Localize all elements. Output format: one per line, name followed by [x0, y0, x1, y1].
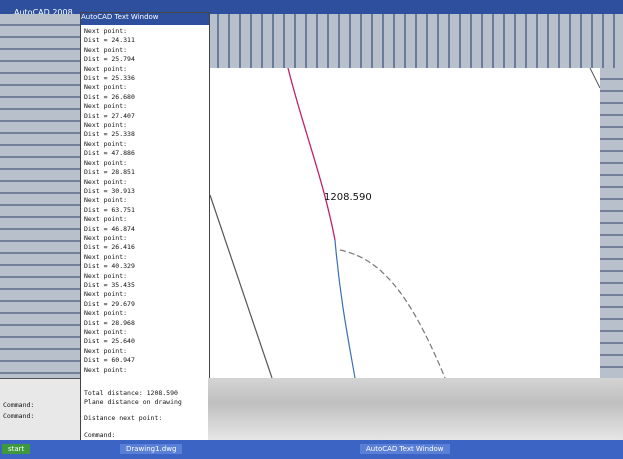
path-continuation — [334, 239, 356, 378]
log-line: Dist = 29.679 — [84, 299, 135, 308]
drawing-area: 1208.590 — [208, 68, 600, 378]
dashed-curve — [339, 249, 446, 378]
measured-path — [287, 68, 336, 241]
canvas — [208, 68, 600, 378]
log-line: Next point: — [84, 346, 128, 355]
left-toolbar[interactable] — [0, 14, 80, 378]
taskbar: start Drawing1.dwg AutoCAD Text Window — [0, 440, 623, 459]
log-line: Next point: — [84, 215, 128, 224]
command-line-2: Command: — [3, 412, 35, 421]
log-line: Dist = 60.947 — [84, 356, 135, 365]
plane-line: Plane distance on drawing — [84, 398, 182, 407]
log-line: Next point: — [84, 64, 128, 73]
log-line: Dist = 46.874 — [84, 224, 135, 233]
log-line: Next point: — [84, 158, 128, 167]
right-toolbar[interactable] — [600, 68, 623, 378]
start-button[interactable]: start — [2, 444, 31, 454]
task-item[interactable]: Drawing1.dwg — [120, 444, 183, 454]
edge-line — [589, 68, 600, 89]
log-line: Dist = 26.416 — [84, 243, 135, 252]
status-area — [208, 378, 623, 440]
log-line: Dist = 25.336 — [84, 74, 135, 83]
log-line: Next point: — [84, 252, 128, 261]
log-line: Dist = 28.968 — [84, 318, 135, 327]
task-item[interactable]: AutoCAD Text Window — [360, 444, 450, 454]
command-line-1: Command: — [3, 401, 35, 409]
log-line: Dist = 25.640 — [84, 337, 135, 346]
app-title: AutoCAD 2008 — [14, 8, 73, 17]
command-line[interactable]: Command: — [84, 431, 116, 440]
log-line: Next point: — [84, 177, 128, 186]
log-line: Next point: — [84, 365, 128, 374]
log-line: Dist = 30.913 — [84, 186, 135, 195]
prompt-line: Distance next point: — [84, 413, 163, 422]
log-line: Dist = 27.407 — [84, 111, 135, 120]
log-line: Next point: — [84, 271, 128, 280]
text-window: AutoCAD Text Window Next point: Dist = 24… — [80, 12, 210, 442]
log-line: Dist = 47.886 — [84, 149, 135, 158]
log-line: Dist = 40.329 — [84, 262, 135, 271]
log-line: Dist = 25.338 — [84, 130, 135, 139]
log-line: Next point: — [84, 121, 128, 130]
log-line: Dist = 28.851 — [84, 168, 135, 177]
total-line: Total distance: 1208.590 — [84, 389, 178, 397]
text-log: Next point: Dist = 24.311 Next point: Dist … — [81, 25, 209, 389]
log-line: Dist = 35.435 — [84, 280, 135, 289]
app-titlebar: AutoCAD 2008 — [0, 0, 623, 17]
log-line: Next point: — [84, 102, 128, 111]
log-line: Dist = 24.311 — [84, 36, 135, 45]
log-line: Next point: — [84, 45, 128, 54]
log-line: Next point: — [84, 233, 128, 242]
log-line: Dist = 25.794 — [84, 55, 135, 64]
edge-line — [209, 194, 273, 378]
log-line: Next point: — [84, 196, 128, 205]
distance-label: 1208.590 — [324, 192, 372, 203]
toolbars[interactable] — [208, 14, 623, 68]
log-line: Next point: — [84, 309, 128, 318]
log-line: Dist = 26.680 — [84, 92, 135, 101]
text-window-title: AutoCAD Text Window — [81, 13, 209, 25]
log-line: Next point: — [84, 27, 128, 35]
log-line: Next point: — [84, 328, 128, 336]
command-area[interactable]: Command: Command: — [0, 378, 80, 441]
log-line: Next point: — [84, 139, 128, 148]
log-line: Next point: — [84, 83, 128, 92]
log-line: Next point: — [84, 290, 128, 299]
log-line: Dist = 63.751 — [84, 205, 135, 214]
